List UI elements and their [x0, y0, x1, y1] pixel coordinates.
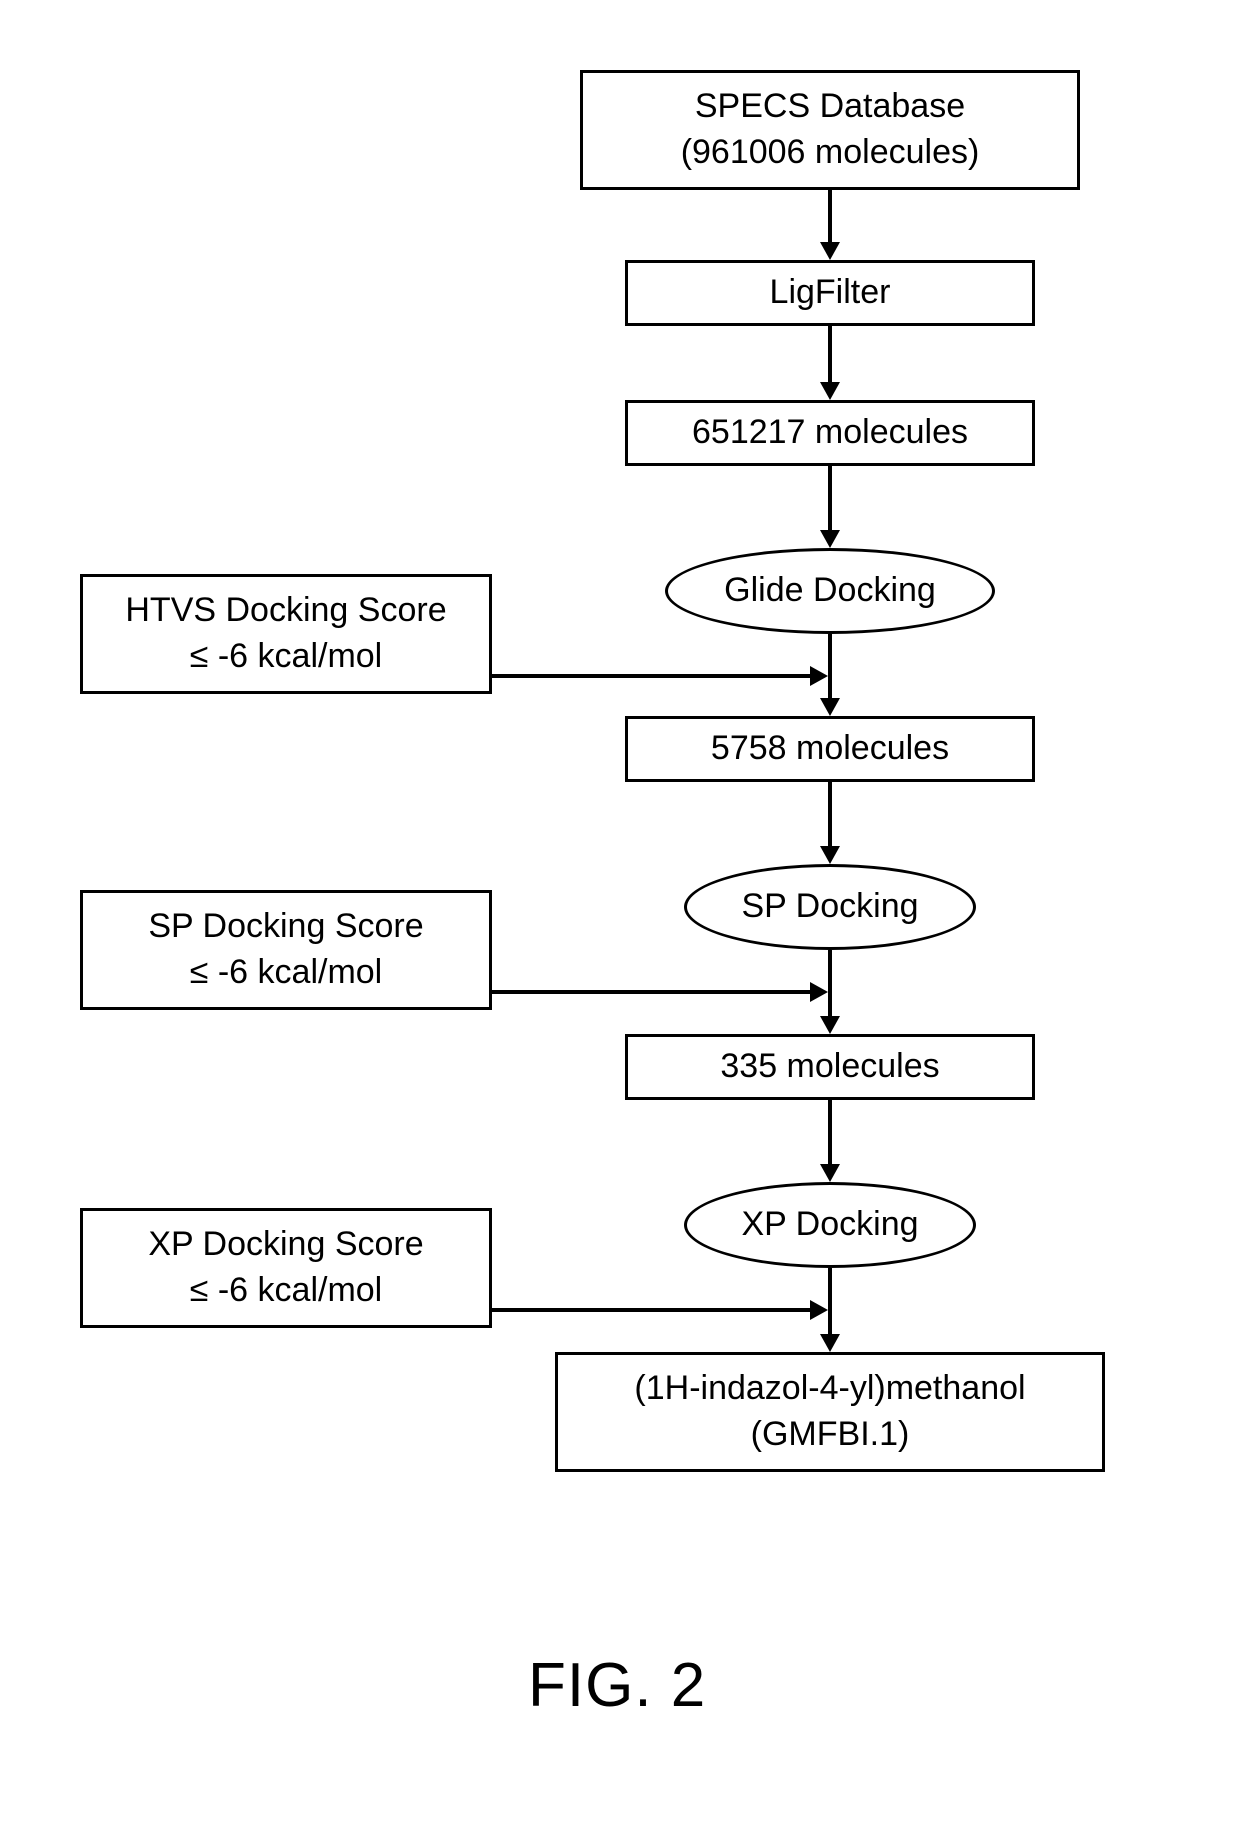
node-glide-docking: Glide Docking [665, 548, 995, 634]
node-text: SPECS Database (961006 molecules) [681, 84, 980, 176]
arrow-head-down-icon [820, 1016, 840, 1034]
node-text: XP Docking Score ≤ -6 kcal/mol [148, 1222, 423, 1314]
arrow-down [828, 950, 832, 1016]
arrow-right [492, 1308, 810, 1312]
arrow-right [492, 674, 810, 678]
arrow-head-down-icon [820, 698, 840, 716]
arrow-down [828, 326, 832, 382]
node-text: 651217 molecules [692, 410, 968, 456]
arrow-head-right-icon [810, 982, 828, 1002]
node-text: SP Docking [741, 884, 918, 930]
node-text: 5758 molecules [711, 726, 949, 772]
arrow-head-right-icon [810, 1300, 828, 1320]
node-specs-database: SPECS Database (961006 molecules) [580, 70, 1080, 190]
node-5758-molecules: 5758 molecules [625, 716, 1035, 782]
node-text: SP Docking Score ≤ -6 kcal/mol [148, 904, 423, 996]
node-sp-score: SP Docking Score ≤ -6 kcal/mol [80, 890, 492, 1010]
node-sp-docking: SP Docking [684, 864, 976, 950]
arrow-right [492, 990, 810, 994]
node-text: Glide Docking [724, 568, 936, 614]
arrow-down [828, 1100, 832, 1164]
arrow-head-down-icon [820, 242, 840, 260]
arrow-head-down-icon [820, 846, 840, 864]
node-xp-docking: XP Docking [684, 1182, 976, 1268]
node-text: 335 molecules [720, 1044, 939, 1090]
node-text: LigFilter [770, 270, 891, 316]
figure-label: FIG. 2 [528, 1650, 706, 1721]
arrow-down [828, 634, 832, 698]
node-text: HTVS Docking Score ≤ -6 kcal/mol [125, 588, 446, 680]
arrow-head-down-icon [820, 382, 840, 400]
arrow-down [828, 782, 832, 846]
arrow-head-down-icon [820, 1334, 840, 1352]
node-text: XP Docking [741, 1202, 918, 1248]
arrow-head-right-icon [810, 666, 828, 686]
node-651217-molecules: 651217 molecules [625, 400, 1035, 466]
node-result: (1H-indazol-4-yl)methanol (GMFBI.1) [555, 1352, 1105, 1472]
arrow-down [828, 1268, 832, 1334]
node-text: (1H-indazol-4-yl)methanol (GMFBI.1) [634, 1366, 1025, 1458]
node-335-molecules: 335 molecules [625, 1034, 1035, 1100]
arrow-down [828, 190, 832, 242]
arrow-head-down-icon [820, 530, 840, 548]
arrow-down [828, 466, 832, 530]
node-ligfilter: LigFilter [625, 260, 1035, 326]
arrow-head-down-icon [820, 1164, 840, 1182]
node-xp-score: XP Docking Score ≤ -6 kcal/mol [80, 1208, 492, 1328]
node-htvs-score: HTVS Docking Score ≤ -6 kcal/mol [80, 574, 492, 694]
